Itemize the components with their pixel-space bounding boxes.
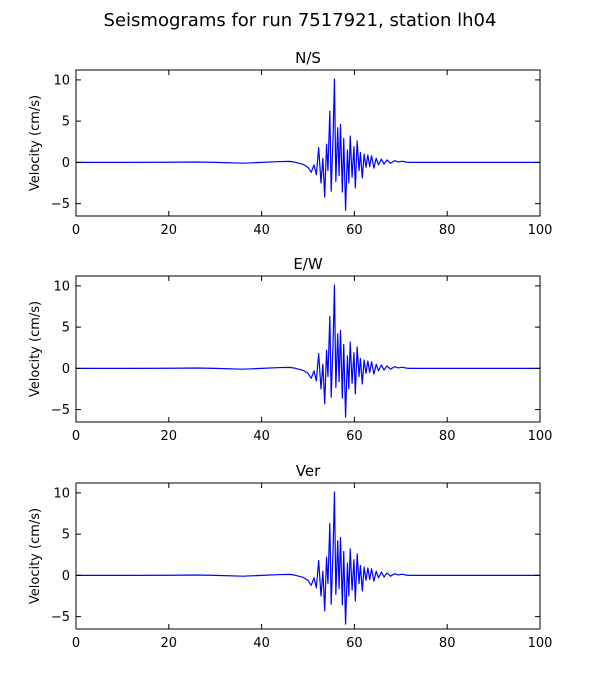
y-axis-label-ver: Velocity (cm/s)	[28, 508, 43, 604]
axes-frame-ver	[75, 482, 541, 630]
x-tick-label-ew: 60	[346, 429, 363, 444]
y-axis-label-ew: Velocity (cm/s)	[28, 301, 43, 397]
x-tick-label-ew: 80	[439, 429, 456, 444]
x-tick-label-ver: 60	[346, 636, 363, 651]
x-tick-label-ns: 40	[253, 223, 270, 238]
y-tick-label-ver: 0	[62, 569, 70, 584]
axes-frame-ns	[75, 69, 541, 217]
series-line-ew	[76, 284, 540, 418]
series-line-ver	[76, 491, 540, 625]
x-tick-label-ew: 0	[72, 429, 80, 444]
y-axis-label-ns: Velocity (cm/s)	[28, 95, 43, 191]
y-tick-label-ew: 10	[53, 279, 70, 294]
x-tick-label-ew: 100	[528, 429, 553, 444]
x-tick-label-ver: 20	[161, 636, 178, 651]
series-line-ns	[76, 78, 540, 211]
x-tick-label-ns: 100	[528, 223, 553, 238]
x-tick-label-ns: 0	[72, 223, 80, 238]
x-tick-label-ns: 80	[439, 223, 456, 238]
y-tick-label-ns: 5	[62, 115, 70, 130]
y-tick-label-ver: 5	[62, 528, 70, 543]
x-tick-label-ns: 20	[161, 223, 178, 238]
y-tick-label-ver: −5	[51, 610, 70, 625]
figure-title: Seismograms for run 7517921, station lh0…	[103, 10, 497, 31]
y-tick-label-ew: 0	[62, 362, 70, 377]
x-tick-label-ver: 100	[528, 636, 553, 651]
y-tick-label-ns: 10	[53, 73, 70, 88]
x-tick-label-ns: 60	[346, 223, 363, 238]
x-tick-label-ver: 0	[72, 636, 80, 651]
x-tick-label-ew: 20	[161, 429, 178, 444]
y-tick-label-ew: 5	[62, 321, 70, 336]
y-tick-label-ew: −5	[51, 403, 70, 418]
panel-title-ew: E/W	[293, 255, 323, 273]
panel-title-ver: Ver	[296, 462, 321, 480]
y-tick-label-ns: −5	[51, 197, 70, 212]
panel-title-ns: N/S	[295, 49, 321, 67]
y-tick-label-ver: 10	[53, 486, 70, 501]
x-tick-label-ver: 80	[439, 636, 456, 651]
x-tick-label-ew: 40	[253, 429, 270, 444]
x-tick-label-ver: 40	[253, 636, 270, 651]
axes-frame-ew	[75, 275, 541, 423]
y-tick-label-ns: 0	[62, 156, 70, 171]
